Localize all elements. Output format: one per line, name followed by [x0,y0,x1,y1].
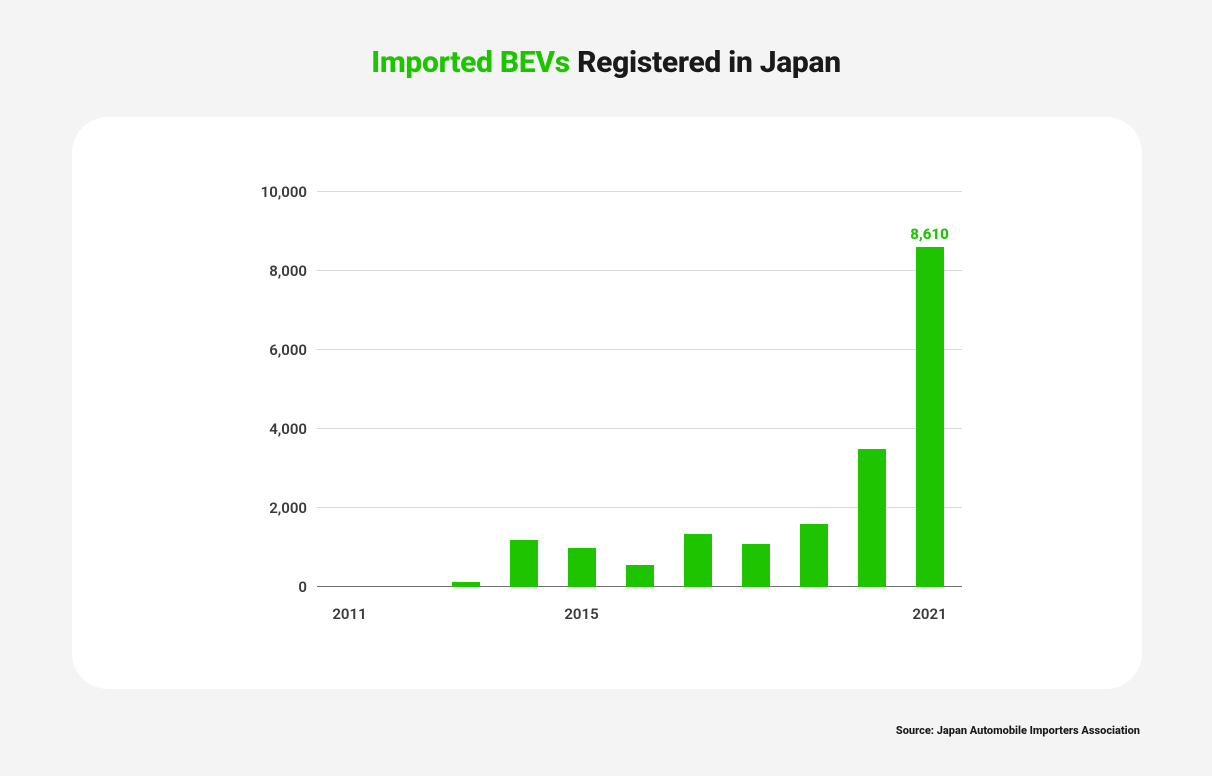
gridline [317,191,962,192]
bar [742,544,770,587]
x-tick-label: 2011 [332,605,366,623]
plot-area [317,192,962,587]
bar [626,565,654,587]
gridline [317,428,962,429]
bar [800,524,828,587]
bar [510,540,538,587]
bar [452,582,480,587]
gridline [317,270,962,271]
y-tick-label: 6,000 [247,341,307,359]
y-tick-label: 10,000 [247,183,307,201]
page: Imported BEVs Registered in Japan 0 2,000… [0,0,1212,776]
bar [916,247,944,587]
x-tick-label: 2015 [564,605,598,623]
chart-title: Imported BEVs Registered in Japan [0,45,1212,80]
bar-value-callout: 8,610 [910,225,948,243]
x-tick-label: 2021 [912,605,946,623]
chart-title-accent: Imported BEVs [371,45,570,80]
y-tick-label: 4,000 [247,420,307,438]
gridline [317,349,962,350]
y-tick-label: 2,000 [247,499,307,517]
bar [858,449,886,587]
source-attribution: Source: Japan Automobile Importers Assoc… [896,724,1140,737]
bar [568,548,596,588]
chart-title-rest: Registered in Japan [570,45,841,80]
y-tick-label: 8,000 [247,262,307,280]
y-tick-label: 0 [247,578,307,596]
bar [684,534,712,587]
